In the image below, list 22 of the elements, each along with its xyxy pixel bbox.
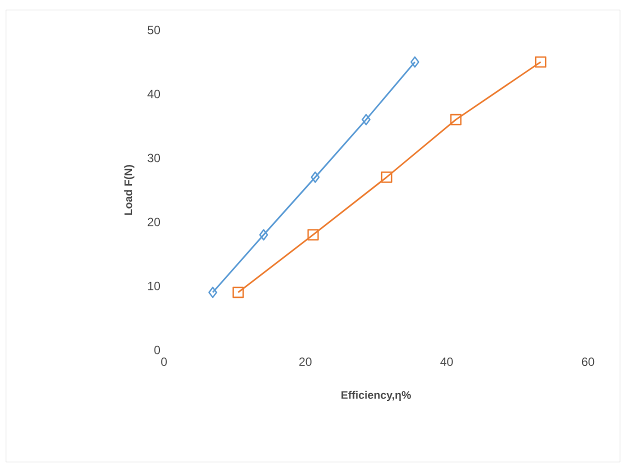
point bbox=[232, 286, 244, 298]
x-tick-label: 60 bbox=[582, 358, 594, 366]
x-axis-title: Efficiency,η% bbox=[342, 390, 411, 402]
point bbox=[362, 114, 371, 126]
point bbox=[307, 229, 319, 240]
x-tick-label: 40 bbox=[440, 358, 453, 366]
x-tick-label: 20 bbox=[299, 358, 312, 366]
y-tick-label: 0 bbox=[154, 346, 160, 354]
point bbox=[534, 56, 546, 68]
point bbox=[410, 56, 420, 68]
y-tick-label: 20 bbox=[148, 218, 160, 226]
y-tick-label: 30 bbox=[148, 154, 160, 162]
point bbox=[380, 172, 392, 183]
y-tick-label: 10 bbox=[148, 282, 160, 290]
y-tick-label: 40 bbox=[147, 90, 160, 98]
point bbox=[259, 229, 268, 240]
point bbox=[208, 286, 218, 298]
point bbox=[310, 172, 320, 183]
x-tick-label: 0 bbox=[161, 358, 167, 366]
y-axis-title: Load F(N) bbox=[124, 164, 134, 215]
point bbox=[450, 114, 462, 126]
y-tick-label: 50 bbox=[148, 26, 160, 34]
